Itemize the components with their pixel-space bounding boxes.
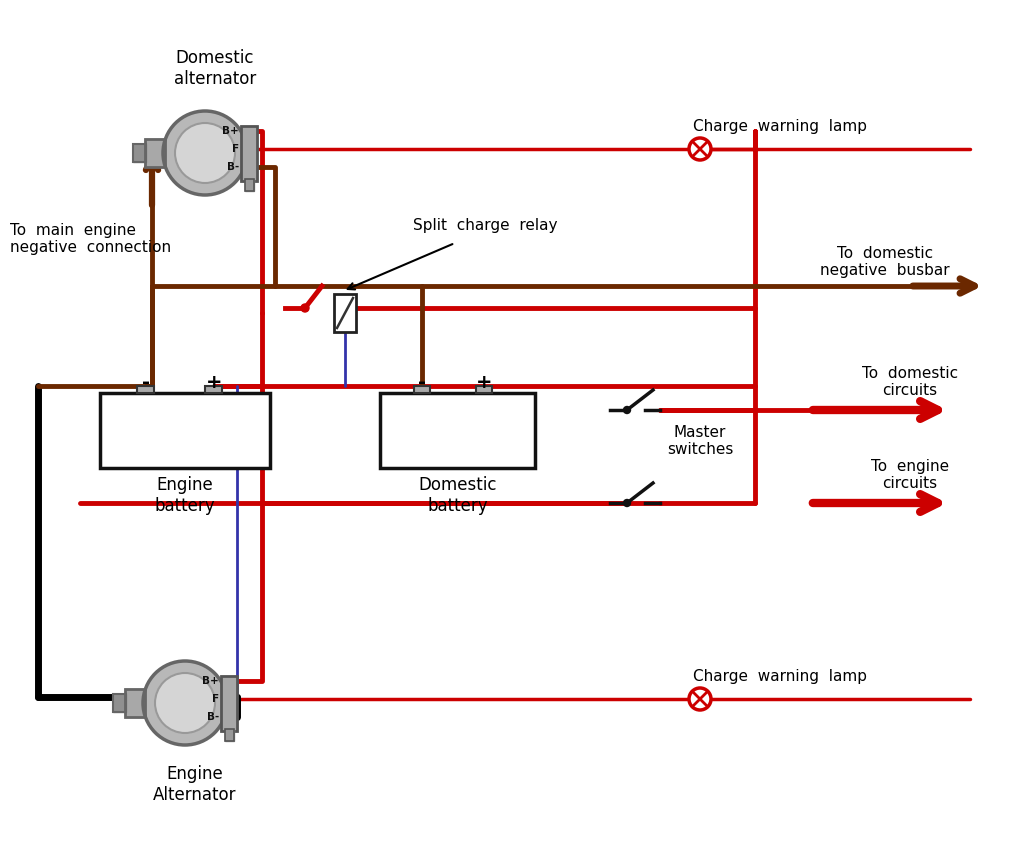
Text: Engine
Alternator: Engine Alternator — [154, 765, 237, 804]
Text: B-: B- — [226, 162, 239, 172]
Bar — [221, 676, 237, 731]
Bar — [380, 393, 535, 468]
Text: Charge  warning  lamp: Charge warning lamp — [693, 119, 867, 134]
Circle shape — [175, 123, 234, 183]
Bar — [113, 694, 126, 712]
Bar — [137, 386, 155, 393]
Bar — [476, 386, 492, 393]
Bar — [125, 689, 145, 717]
Bar — [245, 179, 254, 191]
Circle shape — [163, 111, 247, 195]
Bar — [113, 694, 126, 712]
Bar — [245, 179, 254, 191]
Text: Split  charge  relay: Split charge relay — [413, 218, 557, 233]
Bar — [100, 393, 270, 468]
Bar — [225, 729, 234, 741]
Bar — [334, 294, 356, 332]
Text: B+: B+ — [203, 676, 219, 686]
Bar — [221, 676, 237, 731]
Text: -: - — [142, 373, 150, 392]
Bar — [206, 386, 222, 393]
Bar — [241, 126, 257, 181]
Bar — [125, 689, 145, 717]
Text: F: F — [231, 144, 239, 154]
Circle shape — [143, 661, 227, 745]
Text: B-: B- — [207, 712, 219, 722]
Text: To  engine
circuits: To engine circuits — [871, 458, 949, 491]
Bar — [145, 139, 165, 167]
Text: Domestic
battery: Domestic battery — [418, 476, 497, 515]
Text: Master
switches: Master switches — [667, 425, 733, 457]
Text: Domestic
alternator: Domestic alternator — [174, 49, 256, 88]
Text: +: + — [475, 373, 493, 392]
Bar — [225, 729, 234, 741]
Text: F: F — [212, 694, 219, 704]
Circle shape — [689, 138, 711, 160]
Bar — [414, 386, 430, 393]
Text: To  domestic
circuits: To domestic circuits — [862, 366, 958, 398]
Bar — [133, 144, 146, 162]
Circle shape — [624, 499, 631, 506]
Text: To  main  engine
negative  connection: To main engine negative connection — [10, 223, 171, 256]
Text: Engine
battery: Engine battery — [155, 476, 215, 515]
Circle shape — [301, 304, 309, 312]
Text: +: + — [206, 373, 222, 392]
Text: B+: B+ — [222, 126, 239, 136]
Text: To  domestic
negative  busbar: To domestic negative busbar — [820, 245, 950, 278]
Bar — [133, 144, 146, 162]
Circle shape — [155, 673, 215, 733]
Circle shape — [624, 407, 631, 414]
Circle shape — [689, 688, 711, 710]
Text: Charge  warning  lamp: Charge warning lamp — [693, 669, 867, 684]
Text: -: - — [418, 373, 426, 392]
Bar — [241, 126, 257, 181]
Bar — [145, 139, 165, 167]
